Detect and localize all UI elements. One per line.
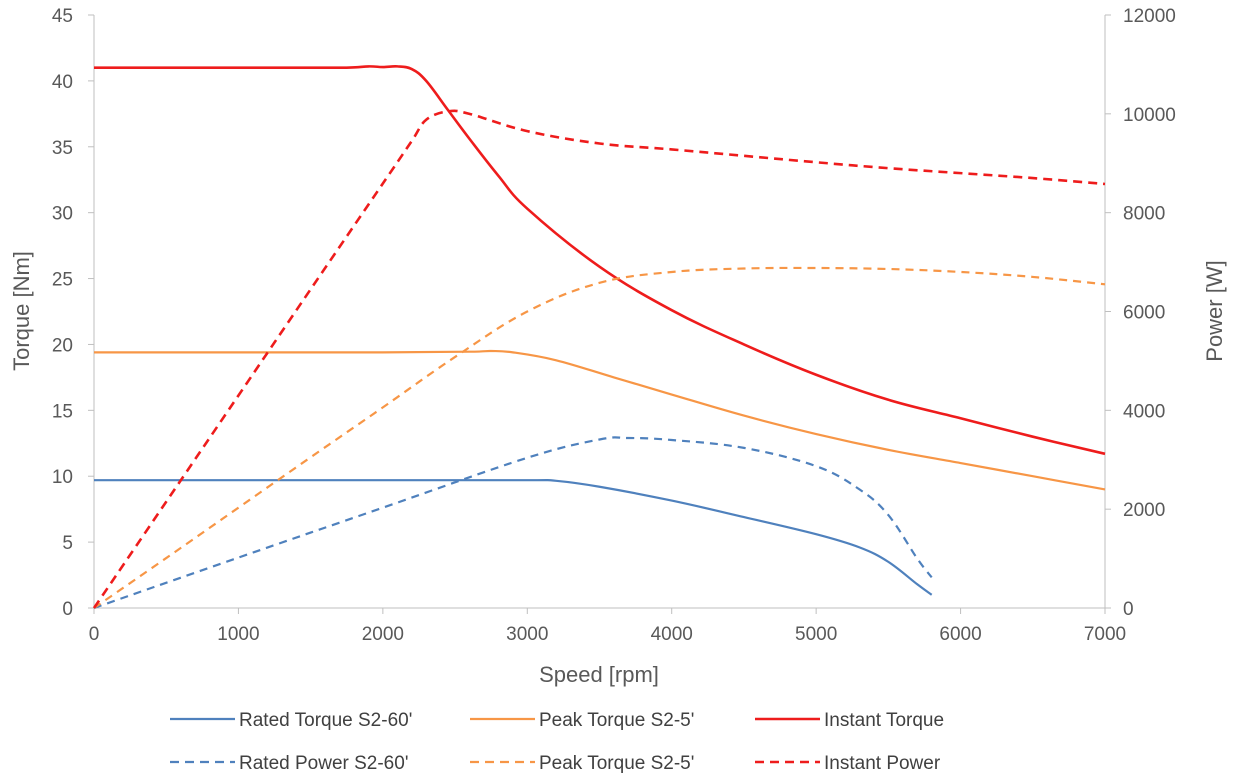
x-tick-label: 6000 xyxy=(939,624,981,645)
y2-tick-label: 12000 xyxy=(1123,6,1176,27)
y2-axis-title: Power [W] xyxy=(1202,260,1227,361)
y-tick-label: 40 xyxy=(52,72,73,93)
series-line-3 xyxy=(94,65,1106,456)
legend-label: Instant Torque xyxy=(824,710,944,731)
y2-tick-label: 0 xyxy=(1123,599,1134,620)
y-tick-label: 15 xyxy=(52,401,73,422)
x-tick-label: 5000 xyxy=(795,624,837,645)
legend-label: Peak Torque S2-5' xyxy=(539,710,694,731)
y-tick-label: 25 xyxy=(52,270,73,291)
legend-label: Instant Power xyxy=(824,753,941,774)
series-line-2 xyxy=(93,349,1106,491)
x-tick-label: 3000 xyxy=(506,624,548,645)
y2-tick-label: 10000 xyxy=(1123,105,1176,126)
y-axis-title: Torque [Nm] xyxy=(9,251,34,371)
series-line-5 xyxy=(93,266,1106,609)
legend-label: Peak Torque S2-5' xyxy=(539,753,694,774)
y2-tick-label: 8000 xyxy=(1123,204,1165,225)
series-line-1 xyxy=(93,479,933,596)
legend: Rated Torque S2-60' Peak Torque S2-5' Inst… xyxy=(170,710,944,774)
y-tick-label: 45 xyxy=(52,6,73,27)
y-tick-label: 35 xyxy=(52,138,73,159)
x-axis-title: Speed [rpm] xyxy=(539,662,659,687)
series-line-6 xyxy=(92,109,1106,609)
y2-tick-label: 2000 xyxy=(1123,500,1165,521)
x-tick-label: 2000 xyxy=(362,624,404,645)
x-tick-label: 7000 xyxy=(1084,624,1126,645)
plot-area xyxy=(92,65,1106,610)
y2-tick-label: 4000 xyxy=(1123,401,1165,422)
legend-label: Rated Torque S2-60' xyxy=(239,710,412,731)
y-tick-label: 5 xyxy=(62,533,73,554)
y-tick-label: 30 xyxy=(52,204,73,225)
legend-label: Rated Power S2-60' xyxy=(239,753,408,774)
y-tick-label: 10 xyxy=(52,467,73,488)
axes: 0 1000 2000 3000 4000 5000 6000 7000 0 5 10 15 20 25 3… xyxy=(52,6,1176,645)
y-tick-label: 0 xyxy=(62,599,73,620)
x-tick-label: 4000 xyxy=(651,624,693,645)
y2-tick-label: 6000 xyxy=(1123,303,1165,324)
x-tick-label: 1000 xyxy=(217,624,259,645)
series-line-4 xyxy=(93,436,933,610)
x-tick-label: 0 xyxy=(89,624,100,645)
y-tick-label: 20 xyxy=(52,335,73,356)
